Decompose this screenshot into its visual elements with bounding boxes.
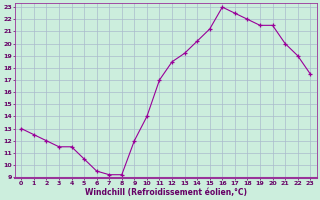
X-axis label: Windchill (Refroidissement éolien,°C): Windchill (Refroidissement éolien,°C) [85,188,247,197]
